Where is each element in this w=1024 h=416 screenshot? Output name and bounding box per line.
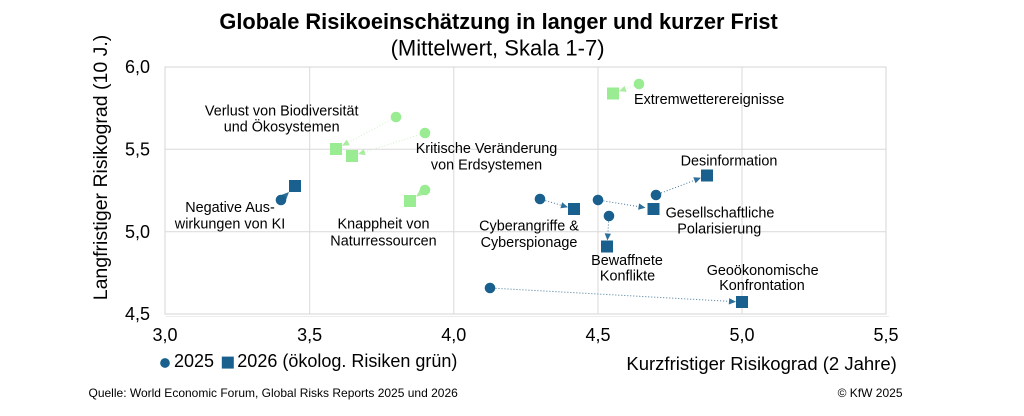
svg-text:Langfristiger Risikograd (10 J: Langfristiger Risikograd (10 J.) [90, 35, 112, 301]
svg-text:Polarisierung: Polarisierung [677, 222, 761, 238]
svg-text:und Ökosystemen: und Ökosystemen [224, 118, 340, 136]
svg-text:Cyberspionage: Cyberspionage [481, 235, 578, 251]
svg-text:Kurzfristiger Risikograd (2 Ja: Kurzfristiger Risikograd (2 Jahre) [626, 353, 896, 374]
svg-text:Negative Aus-: Negative Aus- [185, 200, 275, 216]
svg-text:Konflikte: Konflikte [600, 269, 655, 285]
svg-text:Cyberangriffe &: Cyberangriffe & [479, 218, 579, 234]
svg-text:Knappheit von: Knappheit von [337, 217, 429, 233]
svg-text:5,0: 5,0 [125, 222, 150, 242]
svg-text:5,0: 5,0 [729, 325, 754, 345]
svg-text:Gesellschaftliche: Gesellschaftliche [666, 206, 775, 222]
svg-text:3,5: 3,5 [297, 325, 322, 345]
svg-text:© KfW 2025: © KfW 2025 [838, 386, 903, 400]
svg-text:von Erdsystemen: von Erdsystemen [431, 157, 542, 173]
svg-text:(Mittelwert, Skala 1-7): (Mittelwert, Skala 1-7) [391, 36, 605, 61]
svg-text:2026 (ökolog. Risiken grün): 2026 (ökolog. Risiken grün) [237, 351, 457, 371]
svg-text:3,0: 3,0 [152, 325, 177, 345]
svg-text:2025: 2025 [174, 351, 214, 371]
svg-text:5,5: 5,5 [873, 325, 898, 345]
svg-text:5,5: 5,5 [125, 140, 150, 160]
svg-text:Extremwetterereignisse: Extremwetterereignisse [634, 92, 784, 108]
svg-text:Quelle: World Economic Forum,: Quelle: World Economic Forum, Global Ris… [89, 386, 459, 400]
svg-text:Globale Risikoeinschätzung in: Globale Risikoeinschätzung in langer und… [219, 9, 777, 34]
svg-text:4,0: 4,0 [441, 325, 466, 345]
svg-text:Bewaffnete: Bewaffnete [591, 253, 663, 269]
svg-text:Naturressourcen: Naturressourcen [330, 233, 436, 249]
svg-text:Desinformation: Desinformation [681, 154, 778, 170]
svg-text:wirkungen von KI: wirkungen von KI [174, 217, 285, 233]
svg-text:Verlust von Biodiversität: Verlust von Biodiversität [205, 104, 359, 120]
svg-text:4,5: 4,5 [585, 325, 610, 345]
svg-text:4,5: 4,5 [125, 304, 150, 324]
svg-text:Kritische Veränderung: Kritische Veränderung [416, 141, 558, 157]
svg-text:6,0: 6,0 [125, 57, 150, 77]
svg-text:Geoökonomische: Geoökonomische [707, 263, 819, 279]
svg-text:Konfrontation: Konfrontation [719, 278, 805, 294]
